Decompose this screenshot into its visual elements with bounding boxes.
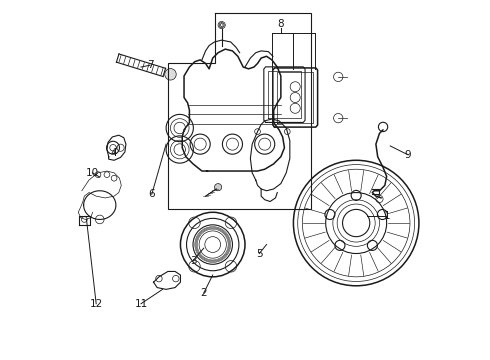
Text: 12: 12: [90, 299, 103, 309]
Circle shape: [215, 184, 221, 191]
Text: 5: 5: [256, 248, 263, 258]
Text: 6: 6: [148, 189, 155, 199]
Text: 8: 8: [277, 19, 284, 29]
Text: 9: 9: [405, 150, 412, 160]
Text: 7: 7: [147, 60, 153, 70]
Text: 4: 4: [111, 148, 118, 158]
Text: 11: 11: [134, 299, 147, 309]
Text: 2: 2: [200, 288, 207, 298]
Text: 3: 3: [190, 256, 196, 266]
Circle shape: [165, 68, 176, 80]
Text: 1: 1: [383, 211, 390, 221]
Text: 10: 10: [86, 168, 99, 178]
